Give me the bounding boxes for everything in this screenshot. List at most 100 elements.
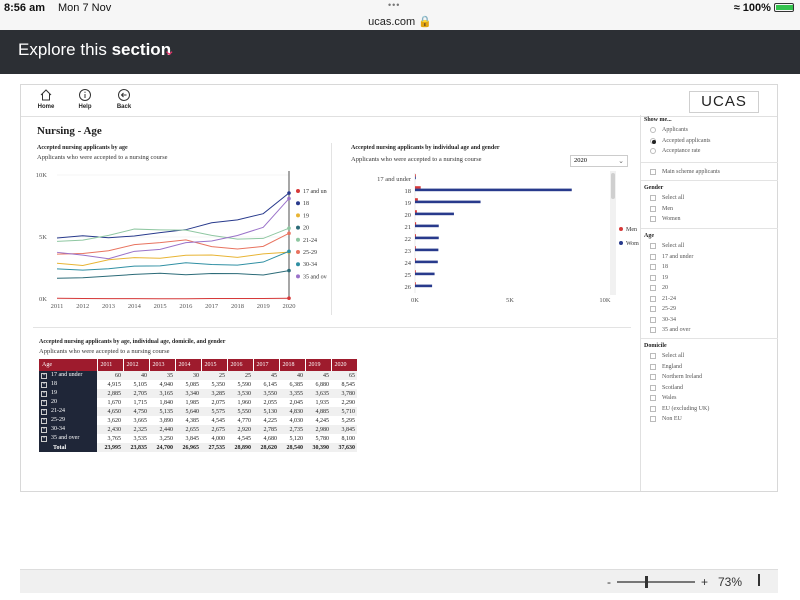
column-header-year[interactable]: 2011 [97, 359, 124, 371]
column-header-age[interactable]: Age [39, 359, 98, 371]
checkbox-option-non-eu[interactable]: Non EU [641, 414, 778, 425]
bar-chart-subtitle: Applicants who were accepted to a nursin… [351, 156, 482, 163]
date: Mon 7 Nov [58, 2, 112, 14]
option-label: 17 and under [662, 253, 694, 260]
x-tick-label: 2013 [102, 303, 115, 310]
zoom-slider-handle[interactable] [644, 576, 648, 588]
age-filter: Age Select all 17 and under 18 19 20 21-24 25-… [641, 231, 778, 339]
checkbox-option-england[interactable]: England [641, 362, 778, 373]
row-label[interactable]: +17 and under [39, 371, 97, 380]
radio-option-applicants[interactable]: Applicants [641, 125, 778, 136]
zoom-out-button[interactable]: - [606, 575, 611, 589]
row-label[interactable]: +20 [39, 398, 97, 407]
expand-icon[interactable]: + [41, 436, 47, 442]
table-cell: 2,735 [279, 425, 305, 434]
zoom-slider[interactable] [616, 576, 695, 588]
checkbox-option-women[interactable]: Women [641, 214, 778, 225]
expand-icon[interactable]: + [41, 427, 47, 433]
row-label[interactable]: +19 [39, 389, 97, 398]
explore-section-bar[interactable]: Explore this section ⌄ [0, 30, 800, 74]
checkbox-option-19[interactable]: 19 [641, 273, 778, 284]
zoom-in-button[interactable]: + [700, 575, 708, 589]
row-label[interactable]: +35 and over [39, 434, 97, 443]
checkbox-option-17-and-under[interactable]: 17 and under [641, 252, 778, 263]
column-header-year[interactable]: 2015 [201, 359, 228, 371]
column-header-year[interactable]: 2019 [305, 359, 332, 371]
table-row: +20 1,670 1,715 1,840 1,985 2,075 1,960 2,055 2,… [39, 398, 357, 407]
column-header-year[interactable]: 2016 [227, 359, 254, 371]
table-cell: 8,545 [331, 380, 357, 389]
page-title: Nursing - Age [37, 125, 102, 137]
home-button[interactable]: Home [29, 88, 63, 110]
table-cell: 5,780 [305, 434, 331, 443]
radio-option-acceptance-rate[interactable]: Acceptance rate [641, 146, 778, 157]
table-cell: 2,785 [253, 425, 279, 434]
checkbox-option-eu-excluding-uk-[interactable]: EU (excluding UK) [641, 404, 778, 415]
data-point [287, 191, 291, 195]
chevron-down-icon[interactable]: ⌄ [163, 42, 176, 59]
row-label[interactable]: +18 [39, 380, 97, 389]
column-header-year[interactable]: 2014 [175, 359, 202, 371]
expand-icon[interactable]: + [41, 409, 47, 415]
gender-filter: Gender Select all Men Women [641, 183, 778, 229]
checkbox-option-wales[interactable]: Wales [641, 393, 778, 404]
help-button[interactable]: Help [68, 88, 102, 110]
table-cell: 3,620 [97, 416, 123, 425]
expand-icon[interactable]: + [41, 400, 47, 406]
expand-icon[interactable]: + [41, 391, 47, 397]
bar-men [415, 210, 417, 213]
radio-icon [650, 148, 656, 154]
main-scheme-checkbox[interactable]: Main scheme applicants [641, 167, 778, 178]
column-header-year[interactable]: 2020 [331, 359, 358, 371]
explore-section-title[interactable]: Explore this section [18, 40, 171, 60]
zoom-control: - + 73% [607, 575, 742, 589]
table-cell: 2,430 [97, 425, 123, 434]
battery-icon [774, 3, 794, 12]
expand-icon[interactable]: + [41, 373, 47, 379]
legend-label: 21-24 [303, 238, 317, 244]
legend-label: 30-34 [303, 262, 317, 268]
table-cell: 25 [201, 371, 227, 380]
checkbox-option-25-29[interactable]: 25-29 [641, 304, 778, 315]
table-cell: 4,650 [97, 407, 123, 416]
checkbox-option-18[interactable]: 18 [641, 262, 778, 273]
legend-label: 25-29 [303, 250, 317, 256]
checkbox-option-northern-ireland[interactable]: Northern Ireland [641, 372, 778, 383]
table-cell: 2,980 [305, 425, 331, 434]
checkbox-option-20[interactable]: 20 [641, 283, 778, 294]
bar-women [415, 188, 572, 192]
checkbox-option-select-all[interactable]: Select all [641, 193, 778, 204]
help-label: Help [78, 104, 92, 110]
checkbox-option-scotland[interactable]: Scotland [641, 383, 778, 394]
column-header-year[interactable]: 2012 [123, 359, 150, 371]
fit-page-icon[interactable] [758, 574, 770, 586]
table-cell: 3,340 [175, 389, 201, 398]
back-button[interactable]: Back [107, 88, 141, 110]
checkbox-option-21-24[interactable]: 21-24 [641, 294, 778, 305]
year-dropdown[interactable]: 2020 ⌄ [570, 155, 628, 167]
tab-dots[interactable]: ••• [388, 0, 401, 10]
expand-icon[interactable]: + [41, 382, 47, 388]
column-header-year[interactable]: 2017 [253, 359, 280, 371]
checkbox-option-30-34[interactable]: 30-34 [641, 315, 778, 326]
checkbox-option-35-and-over[interactable]: 35 and over [641, 325, 778, 336]
checkbox-icon [650, 306, 656, 312]
checkbox-option-men[interactable]: Men [641, 204, 778, 215]
column-header-year[interactable]: 2013 [149, 359, 176, 371]
checkbox-option-select-all[interactable]: Select all [641, 351, 778, 362]
row-label[interactable]: +21-24 [39, 407, 97, 416]
age-table[interactable]: Age 2011 2012 2013 2014 2015 2016 2017 2018 2019 2… [39, 359, 358, 452]
radio-option-accepted-applicants[interactable]: Accepted applicants [641, 136, 778, 147]
column-header-year[interactable]: 2018 [279, 359, 306, 371]
bar-chart[interactable]: 17 and under 18 19 20 21 22 23 24 25 26 0K 5K 10K Men… [339, 171, 639, 311]
option-label: Applicants [662, 127, 688, 133]
checkbox-icon [650, 264, 656, 270]
row-label[interactable]: +25-29 [39, 416, 97, 425]
table-cell: 3,845 [331, 425, 357, 434]
checkbox-option-select-all[interactable]: Select all [641, 241, 778, 252]
address-bar[interactable]: ucas.com 🔒 [0, 15, 800, 28]
category-label: 17 and under [377, 176, 412, 183]
expand-icon[interactable]: + [41, 418, 47, 424]
row-label[interactable]: +30-34 [39, 425, 97, 434]
